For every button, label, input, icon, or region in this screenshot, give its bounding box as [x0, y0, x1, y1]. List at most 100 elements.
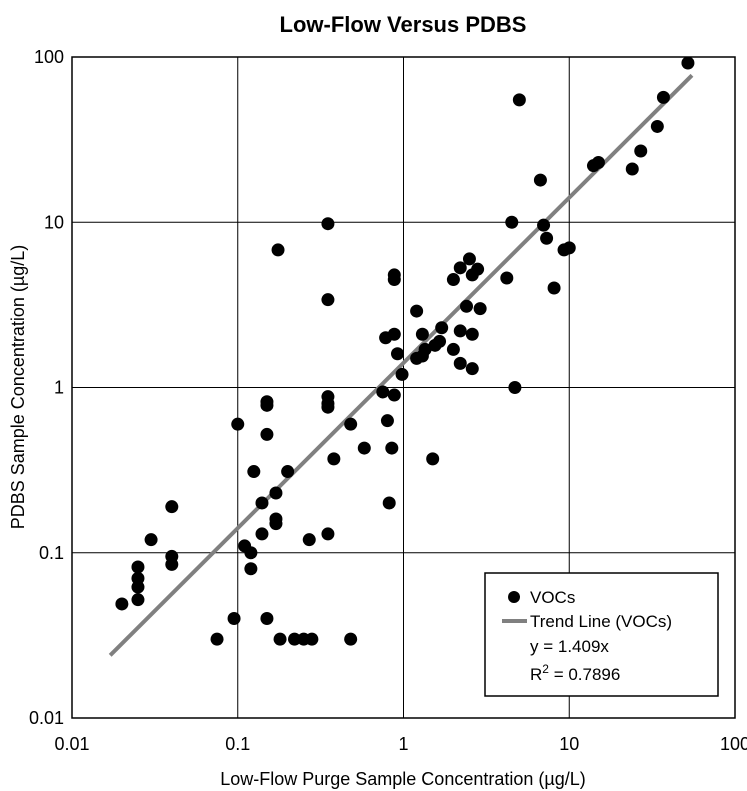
data-point: [260, 427, 274, 441]
data-point: [247, 465, 261, 479]
y-tick-label: 10: [44, 212, 64, 232]
data-point: [508, 381, 522, 394]
legend-r-superscript: 2: [542, 662, 549, 676]
data-point: [505, 215, 519, 229]
data-point: [321, 527, 335, 541]
data-point: [387, 268, 401, 282]
data-point: [591, 155, 605, 169]
data-point: [144, 533, 158, 547]
data-point: [395, 367, 409, 381]
data-point: [165, 500, 179, 514]
y-tick-label: 0.1: [39, 543, 64, 563]
data-point: [533, 173, 547, 187]
legend-points-marker: [508, 591, 520, 603]
data-point: [131, 593, 145, 607]
data-point: [446, 342, 460, 356]
data-point: [625, 162, 639, 176]
data-point: [465, 362, 479, 376]
legend-r-prefix: R: [530, 665, 542, 684]
data-point: [255, 527, 269, 541]
legend-box: [484, 572, 719, 697]
x-axis-label: Low-Flow Purge Sample Concentration (µg/…: [220, 769, 586, 789]
data-point: [473, 302, 487, 316]
data-point: [255, 496, 269, 510]
plot-area-frame: [71, 56, 736, 719]
data-point: [681, 56, 695, 70]
data-point: [273, 632, 287, 646]
data-point: [305, 632, 319, 646]
chart-title: Low-Flow Versus PDBS: [280, 12, 527, 37]
data-point: [281, 465, 295, 479]
data-point: [390, 347, 404, 361]
data-point: [376, 385, 390, 399]
data-point: [387, 327, 401, 341]
data-point: [460, 299, 474, 313]
data-point: [385, 441, 399, 455]
data-point: [453, 324, 467, 338]
data-point: [650, 119, 664, 133]
data-point: [382, 496, 396, 510]
data-point: [321, 293, 335, 307]
data-point: [453, 356, 467, 370]
data-point: [426, 452, 440, 466]
data-point: [269, 486, 283, 500]
data-point: [269, 512, 283, 526]
x-tick-label: 100: [720, 734, 747, 754]
data-point: [380, 414, 394, 428]
data-point: [418, 342, 432, 356]
legend: VOCs Trend Line (VOCs) y = 1.409x R2 = 0…: [484, 572, 719, 697]
data-point: [271, 243, 285, 257]
x-tick-label: 0.01: [54, 734, 89, 754]
data-point: [321, 217, 335, 231]
data-point: [512, 93, 526, 107]
data-point: [131, 560, 145, 574]
data-point: [387, 388, 401, 402]
data-point: [165, 549, 179, 563]
data-point: [344, 417, 358, 431]
data-point: [288, 632, 302, 646]
data-point: [231, 417, 245, 431]
legend-equation: y = 1.409x: [530, 637, 609, 656]
data-point: [537, 218, 551, 232]
data-point: [471, 262, 485, 276]
y-tick-label: 100: [34, 47, 64, 67]
data-point: [562, 241, 576, 255]
data-point: [260, 395, 274, 409]
data-point: [131, 571, 145, 585]
data-point: [435, 321, 449, 335]
data-point: [327, 452, 341, 466]
y-axis-ticks: 0.01 0.1 1 10 100: [29, 47, 64, 728]
data-point: [547, 281, 561, 295]
legend-r-squared: R2 = 0.7896: [530, 662, 620, 684]
x-tick-label: 10: [559, 734, 579, 754]
x-axis-ticks: 0.01 0.1 1 10 100: [54, 734, 747, 754]
data-point: [453, 261, 467, 275]
data-point: [244, 546, 258, 560]
data-point: [433, 334, 447, 348]
data-point: [344, 632, 358, 646]
legend-r-value: = 0.7896: [549, 665, 620, 684]
y-axis-label: PDBS Sample Concentration (µg/L): [8, 245, 28, 530]
data-point: [227, 612, 241, 626]
data-point: [465, 327, 479, 341]
data-point: [656, 90, 670, 104]
legend-points-label: VOCs: [530, 588, 575, 607]
data-point: [410, 304, 424, 318]
data-point: [260, 612, 274, 626]
y-tick-label: 0.01: [29, 708, 64, 728]
x-tick-label: 0.1: [225, 734, 250, 754]
data-points: [115, 56, 695, 646]
data-point: [115, 597, 129, 611]
data-point: [302, 533, 316, 547]
data-point: [500, 271, 514, 285]
y-tick-label: 1: [54, 378, 64, 398]
data-point: [357, 441, 371, 455]
data-point: [244, 562, 258, 576]
data-point: [321, 390, 335, 404]
data-point: [446, 273, 460, 287]
data-point: [634, 144, 648, 158]
data-point: [210, 632, 224, 646]
legend-trend-label: Trend Line (VOCs): [530, 612, 672, 631]
